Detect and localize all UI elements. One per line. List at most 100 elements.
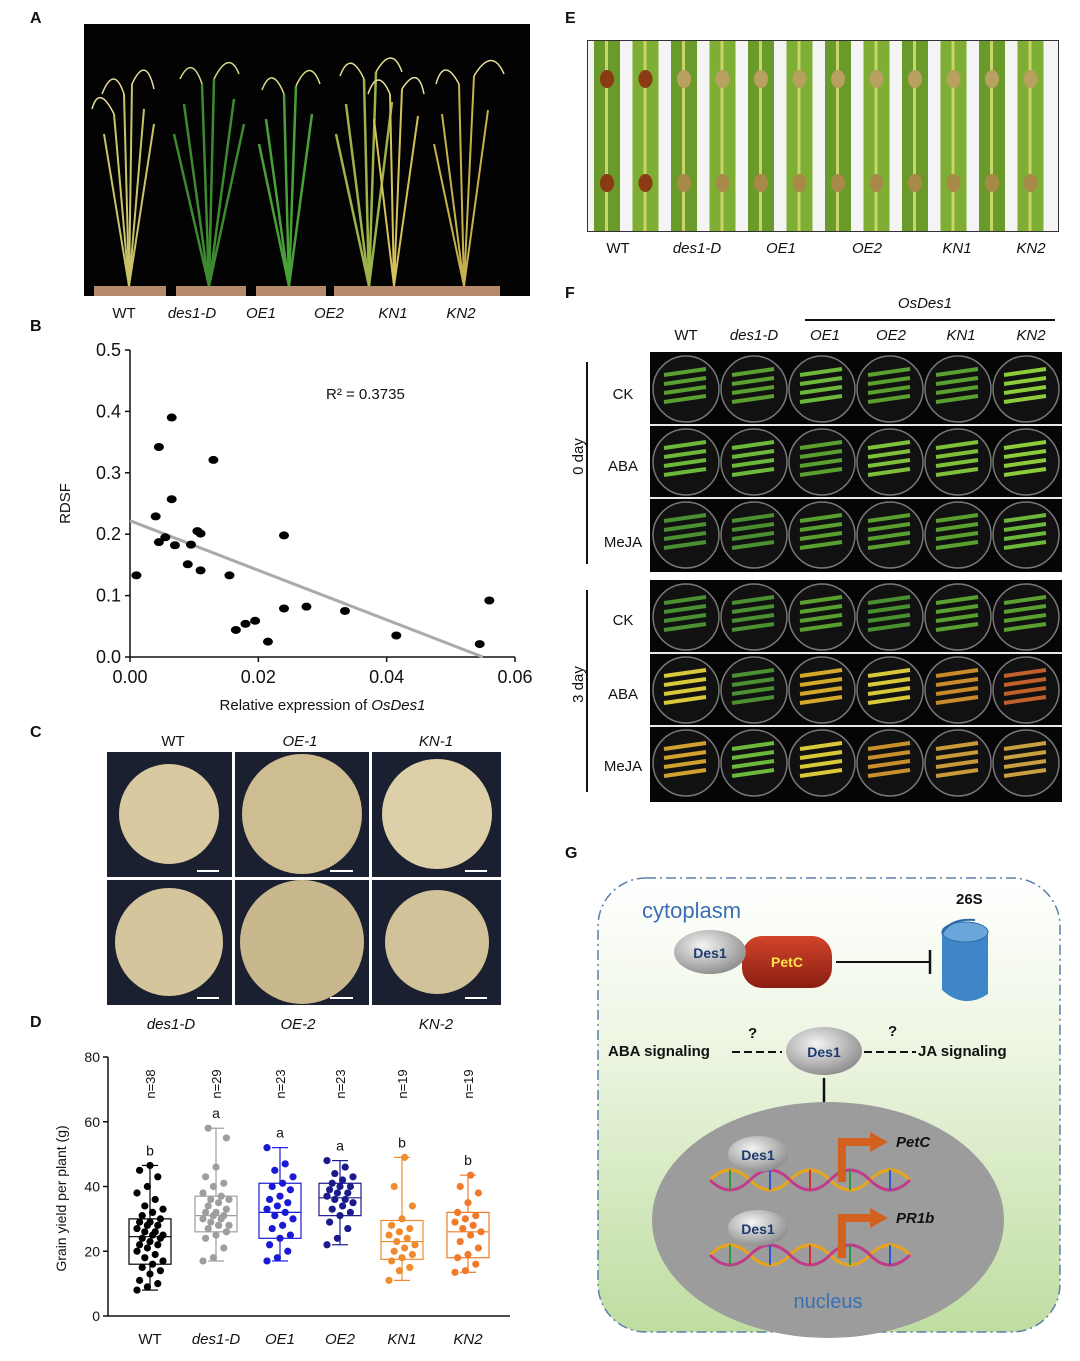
d-data-point <box>159 1205 167 1213</box>
d-data-point <box>286 1186 294 1194</box>
b-data-point <box>474 640 485 649</box>
leaf-piece <box>935 522 979 532</box>
f-row-ck-3: CK <box>612 612 634 629</box>
a-label-kn1: KN1 <box>378 305 408 322</box>
d-data-point <box>156 1215 164 1223</box>
leaf-piece <box>1003 376 1047 386</box>
leaf-illustration <box>594 41 1044 231</box>
leaf-piece <box>1003 513 1047 523</box>
leaf-piece <box>1003 622 1047 632</box>
leaf-piece <box>731 458 775 468</box>
b-x-tick-label: 0.06 <box>497 667 532 687</box>
d-data-point <box>141 1254 149 1262</box>
d-n-label: n=19 <box>461 1069 476 1098</box>
f-gene-label: OsDes1 <box>897 295 953 312</box>
leaf-lesion <box>600 70 614 88</box>
leaf-midrib <box>759 41 762 231</box>
e-label-wt: WT <box>606 240 630 257</box>
leaf-piece <box>935 622 979 632</box>
leaf-piece <box>935 440 979 450</box>
d-data-point <box>154 1280 162 1288</box>
leaf-piece <box>731 759 775 769</box>
d-data-point <box>202 1208 210 1216</box>
f-gene-bracket <box>805 319 1055 321</box>
d-data-point <box>328 1179 336 1187</box>
d-data-point <box>284 1247 292 1255</box>
leaf-piece <box>799 622 843 632</box>
leaf-piece <box>935 513 979 523</box>
leaf-piece <box>867 531 911 541</box>
d-y-tick-label: 80 <box>84 1049 100 1065</box>
leaf-midrib <box>836 41 839 231</box>
d-data-point <box>323 1157 331 1165</box>
d-data-point <box>202 1173 210 1181</box>
e-label-oe2: OE2 <box>851 240 882 257</box>
leaf-piece <box>935 376 979 386</box>
d-data-point <box>339 1202 347 1210</box>
b-data-point <box>153 538 164 547</box>
leaf-piece <box>799 458 843 468</box>
d-data-point <box>474 1189 482 1197</box>
d-data-point <box>469 1221 477 1229</box>
d-data-point <box>467 1171 475 1179</box>
des1-nuclear-icon-1 <box>728 1136 788 1172</box>
d-data-point <box>411 1241 419 1249</box>
f-day0-photo <box>650 352 1062 572</box>
leaf-piece <box>935 768 979 778</box>
d-data-point <box>136 1166 144 1174</box>
leaf-piece <box>799 367 843 377</box>
b-data-point <box>262 637 273 646</box>
promoter-arrow-1 <box>838 1138 872 1182</box>
d-data-point <box>263 1257 271 1265</box>
d-data-point <box>344 1224 352 1233</box>
d-data-point <box>159 1257 167 1265</box>
d-data-point <box>146 1237 154 1246</box>
d-data-point <box>151 1250 159 1259</box>
leaf-piece <box>867 449 911 459</box>
dna-helix-1 <box>708 1168 912 1192</box>
b-data-point <box>301 602 312 611</box>
d-data-point <box>456 1237 464 1246</box>
leaf-piece <box>935 677 979 687</box>
b-y-tick-label: 0.4 <box>96 401 121 421</box>
leaf-piece <box>1003 604 1047 614</box>
leaf-piece <box>867 622 911 632</box>
b-x-tick-label: 0.00 <box>112 667 147 687</box>
leaf-piece <box>799 768 843 778</box>
d-data-point <box>454 1254 462 1262</box>
d-data-point <box>472 1260 480 1268</box>
f-day3-label: 3 day <box>569 666 587 703</box>
leaf-piece <box>663 385 707 395</box>
leaf-piece <box>731 449 775 459</box>
leaf-piece <box>663 750 707 760</box>
leaf-piece <box>935 613 979 623</box>
leaf-piece <box>663 622 707 632</box>
d-data-point <box>154 1221 162 1229</box>
f-row-aba-0: ABA <box>607 458 638 475</box>
b-data-point <box>339 606 350 615</box>
d-data-point <box>133 1224 141 1233</box>
aba-question: ? <box>748 1025 757 1042</box>
petc-target-label: PetC <box>896 1134 931 1151</box>
b-data-point <box>195 529 206 538</box>
leaf-piece <box>799 376 843 386</box>
b-y-tick-label: 0.5 <box>96 340 121 360</box>
d-data-point <box>331 1195 339 1204</box>
des1-label-center: Des1 <box>807 1044 841 1060</box>
d-data-point <box>346 1182 354 1191</box>
d-data-point <box>344 1189 352 1197</box>
d-data-point <box>467 1231 475 1239</box>
b-x-axis-label-prefix: Relative expression of <box>220 697 372 714</box>
leaf-piece <box>663 677 707 687</box>
d-data-point <box>323 1192 331 1200</box>
d-data-point <box>217 1192 225 1200</box>
d-significance-letter: b <box>398 1134 406 1150</box>
leaf-midrib <box>605 41 608 231</box>
d-data-point <box>207 1195 215 1204</box>
d-box <box>380 1219 424 1260</box>
d-data-point <box>146 1218 154 1226</box>
d-category-label: OE2 <box>325 1331 356 1348</box>
leaf-piece <box>867 595 911 605</box>
d-data-point <box>385 1276 393 1284</box>
leaf-piece <box>867 741 911 751</box>
